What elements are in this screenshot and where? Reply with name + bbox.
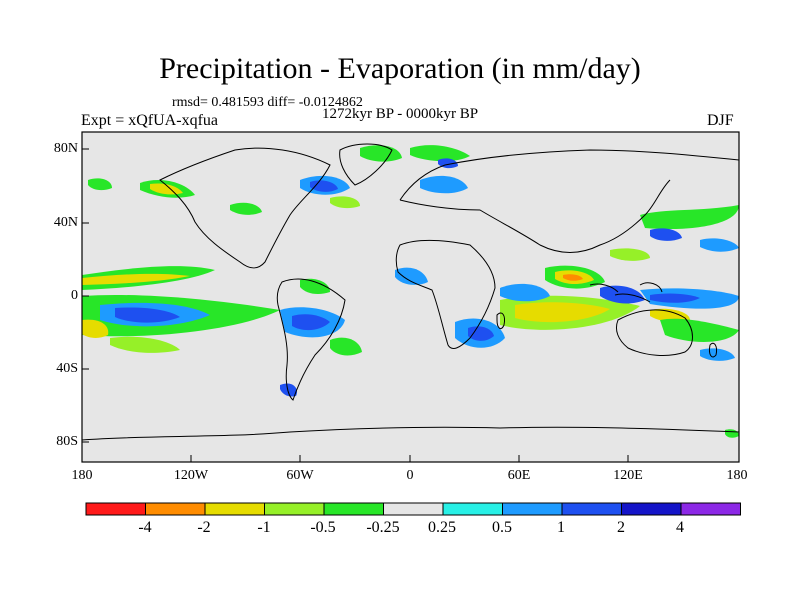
season-label: DJF <box>707 112 734 129</box>
colorbar-label: 0.5 <box>492 519 512 536</box>
experiment-label: Expt = xQfUA-xqfua <box>81 112 218 129</box>
coastline-madagascar <box>496 312 505 330</box>
coastline-new-zealand <box>709 342 717 358</box>
lon-label-120w: 120W <box>173 468 209 483</box>
lon-label-60e: 60E <box>507 468 531 483</box>
colorbar-label: 1 <box>557 519 565 536</box>
colorbar <box>85 502 741 516</box>
coastline-australia <box>615 309 693 356</box>
lat-label-eq: 0 <box>71 288 78 303</box>
colorbar-label: 2 <box>617 519 625 536</box>
anomaly-region <box>600 285 645 304</box>
anomaly-region <box>500 283 550 302</box>
lon-label-180w: 180 <box>71 468 93 483</box>
coastline-africa <box>395 239 496 349</box>
coastline-antarctica <box>82 426 739 441</box>
lat-label-80s: 80S <box>56 434 78 449</box>
anomaly-region <box>82 319 109 338</box>
anomaly-region <box>410 145 470 162</box>
colorbar-swatch <box>383 502 444 516</box>
lon-label-60w: 60W <box>286 468 314 483</box>
anomaly-region <box>660 318 739 342</box>
lat-label-40s: 40S <box>56 361 78 376</box>
lat-label-40n: 40N <box>53 215 78 230</box>
lon-label-0: 0 <box>406 468 414 483</box>
colorbar-label: 4 <box>676 519 684 536</box>
anomaly-region <box>515 302 610 323</box>
colorbar-swatch <box>442 502 503 516</box>
colorbar-swatch <box>621 502 682 516</box>
colorbar-swatch <box>145 502 206 516</box>
anomaly-region <box>115 307 180 323</box>
anomaly-region <box>420 175 468 194</box>
anomaly-region <box>82 273 190 285</box>
colorbar-swatch <box>502 502 563 516</box>
anomaly-region <box>650 293 700 303</box>
stats-text: rmsd= 0.481593 diff= -0.0124862 <box>172 95 363 110</box>
axis-ticks <box>81 148 740 462</box>
coastline-south-america <box>276 278 346 401</box>
colorbar-label: -4 <box>138 519 152 536</box>
colorbar-swatch <box>680 502 741 516</box>
anomaly-region <box>110 336 180 353</box>
anomaly-region <box>230 202 262 215</box>
lon-label-180e: 180 <box>726 468 748 483</box>
colorbar-swatch <box>85 502 146 516</box>
anomaly-region <box>610 248 650 261</box>
coastline-indonesia <box>589 282 663 303</box>
colorbar-swatch <box>204 502 265 516</box>
anomaly-region <box>280 383 298 397</box>
colorbar-swatch <box>323 502 384 516</box>
anomaly-region <box>650 308 690 323</box>
anomaly-region <box>700 348 735 361</box>
anomaly-region <box>700 238 739 252</box>
coastline-greenland <box>339 143 393 186</box>
coastline-eurasia <box>399 149 739 253</box>
anomaly-region <box>292 314 330 331</box>
anomaly-region <box>150 183 183 195</box>
anomaly-field <box>82 145 739 438</box>
colorbar-swatch <box>561 502 622 516</box>
anomaly-region <box>330 337 362 356</box>
colorbar-label: 0.25 <box>428 519 456 536</box>
colorbar-label: -2 <box>197 519 211 536</box>
anomaly-region <box>88 178 112 191</box>
anomaly-region <box>468 326 494 341</box>
lat-label-80n: 80N <box>53 141 78 156</box>
coastlines <box>82 143 739 441</box>
coastline-north-america <box>159 147 331 269</box>
anomaly-region <box>330 196 360 209</box>
anomaly-region <box>300 278 330 295</box>
colorbar-swatch <box>264 502 325 516</box>
colorbar-label: -0.25 <box>366 519 400 536</box>
anomaly-region <box>395 267 428 285</box>
period-text: 1272kyr BP - 0000kyr BP <box>322 106 479 122</box>
anomaly-region <box>563 274 583 281</box>
anomaly-region <box>640 205 739 230</box>
lon-label-120e: 120E <box>613 468 643 483</box>
colorbar-label: -1 <box>257 519 271 536</box>
plot-title: Precipitation - Evaporation (in mm/day) <box>159 52 641 85</box>
anomaly-region <box>650 228 682 241</box>
colorbar-label: -0.5 <box>310 519 336 536</box>
